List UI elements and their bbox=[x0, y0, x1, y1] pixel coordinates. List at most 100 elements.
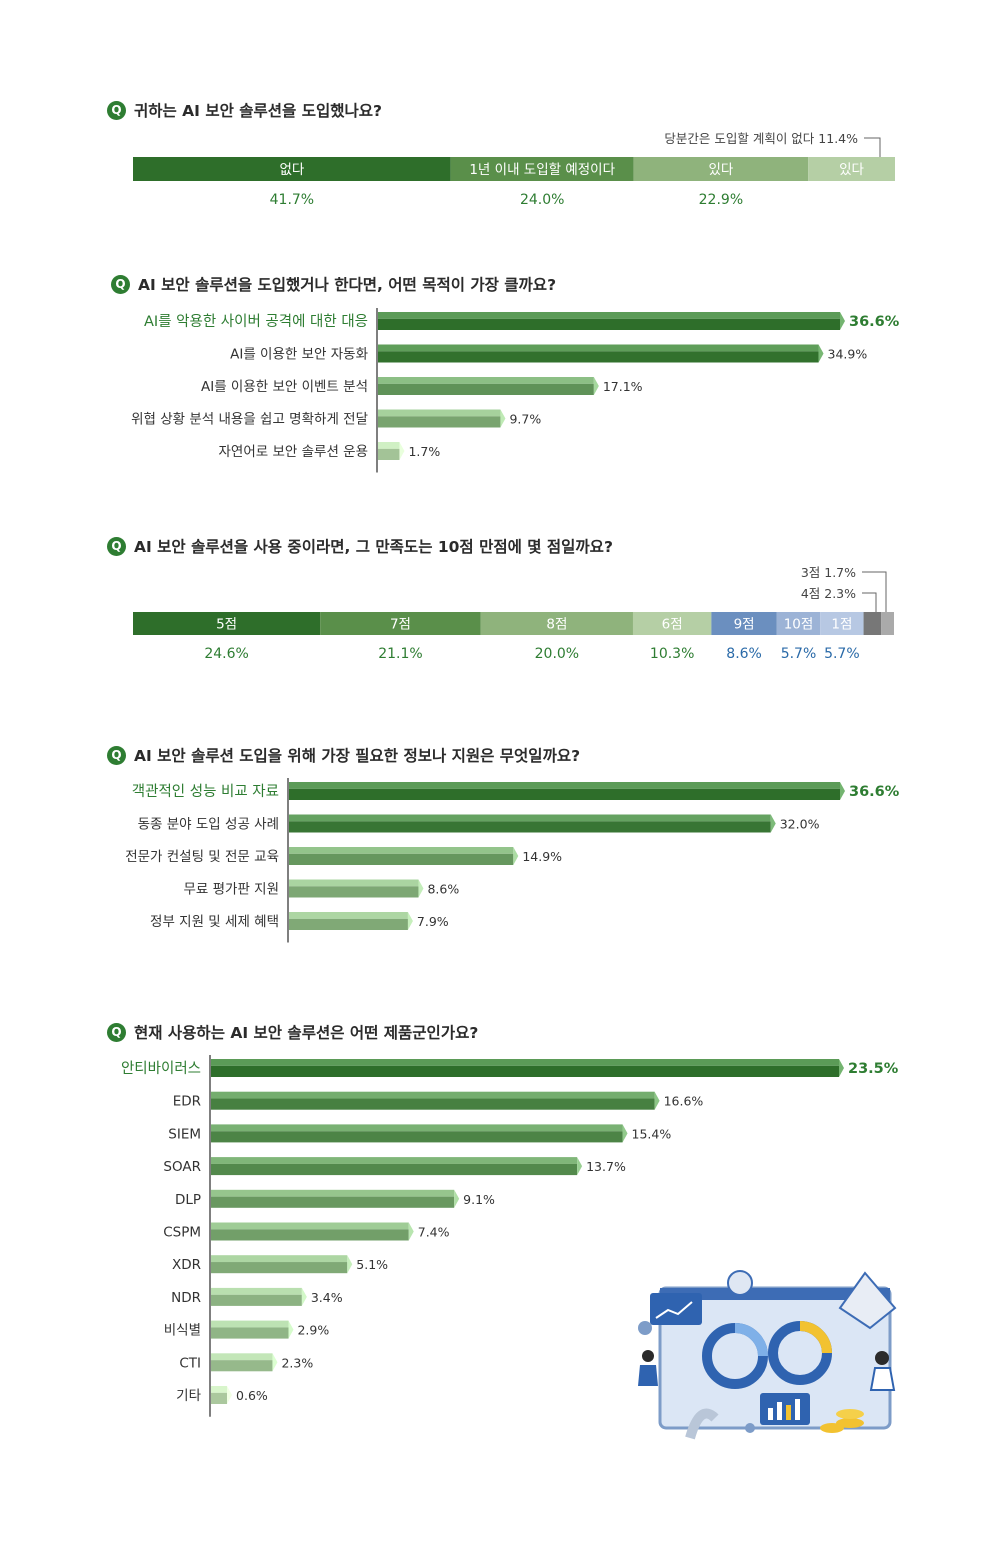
value-label: 21.1% bbox=[378, 646, 422, 662]
bar-top-stripe bbox=[378, 409, 501, 417]
q4-title: AI 보안 솔루션 도입을 위해 가장 필요한 정보나 지원은 무엇일까요? bbox=[134, 747, 581, 765]
bar bbox=[378, 318, 840, 330]
mini-bar bbox=[786, 1405, 791, 1420]
value-label: 23.5% bbox=[848, 1061, 899, 1077]
q3-stacked-bar-chart: 5점 24.6% 7점 21.1% 8점 20.0% 6점 10.3% 9점 8.6% 10점 5.7… bbox=[133, 565, 894, 662]
bar-segment bbox=[632, 612, 712, 635]
mini-bar bbox=[777, 1402, 782, 1420]
q-badge-icon: Q bbox=[111, 274, 130, 294]
bar-tip bbox=[818, 344, 824, 363]
bar-top-stripe bbox=[211, 1157, 578, 1164]
bar-top-stripe bbox=[289, 912, 408, 919]
bar-tip bbox=[301, 1287, 307, 1306]
value-label: 34.9% bbox=[828, 347, 868, 362]
bar-top-stripe bbox=[211, 1091, 655, 1099]
value-label: 5.1% bbox=[356, 1257, 388, 1272]
q-badge-icon: Q bbox=[107, 1022, 126, 1042]
q5-heading: Q 현재 사용하는 AI 보안 솔루션은 어떤 제품군인가요? bbox=[107, 1021, 478, 1043]
value-label: 9.7% bbox=[509, 412, 541, 427]
segment-label: 없다 bbox=[279, 162, 304, 178]
segment-label: 5점 bbox=[216, 617, 237, 633]
bar-top-stripe bbox=[211, 1287, 302, 1295]
segment-label: 1점 bbox=[831, 617, 852, 633]
gear-icon bbox=[638, 1321, 652, 1335]
robot-head-icon bbox=[727, 1270, 753, 1296]
callout-label: 4점 2.3% bbox=[801, 586, 856, 601]
callout-leader bbox=[864, 137, 881, 157]
donut-segment-icon bbox=[799, 1321, 832, 1354]
q-badge-icon: Q bbox=[107, 100, 126, 120]
bar-tip bbox=[408, 1222, 414, 1241]
value-label: 15.4% bbox=[632, 1126, 672, 1141]
q-badge-icon: Q bbox=[107, 745, 126, 765]
mini-bar bbox=[795, 1399, 800, 1420]
category-label: CTI bbox=[179, 1355, 201, 1371]
segment-label: 7점 bbox=[390, 617, 411, 633]
bar-segment bbox=[450, 157, 634, 181]
q4-heading: Q AI 보안 솔루션 도입을 위해 가장 필요한 정보나 지원은 무엇일까요? bbox=[107, 744, 580, 766]
bar bbox=[211, 1065, 839, 1077]
bar-tip bbox=[593, 377, 599, 395]
segment-label: 있다 bbox=[839, 162, 864, 178]
category-label: CSPM bbox=[163, 1225, 201, 1241]
trend-line-icon bbox=[655, 1301, 693, 1319]
mini-bar bbox=[768, 1408, 773, 1420]
q1-stacked-bar-chart: 없다 41.7% 1년 이내 도입할 예정이다 24.0% 있다 22.9% 있다 당분간은 … bbox=[133, 131, 895, 208]
value-label: 24.6% bbox=[204, 646, 248, 662]
bar-segment bbox=[881, 612, 894, 635]
bar-top-stripe bbox=[211, 1320, 289, 1328]
value-label: 36.6% bbox=[849, 784, 900, 800]
coin-stack-icon bbox=[820, 1423, 844, 1433]
segment-label: 9점 bbox=[734, 617, 755, 633]
category-label: 동종 분야 도입 성공 사례 bbox=[138, 817, 279, 833]
q5-title: 현재 사용하는 AI 보안 솔루션은 어떤 제품군인가요? bbox=[134, 1024, 479, 1042]
bar bbox=[211, 1327, 289, 1339]
bar bbox=[378, 383, 594, 395]
coin-stack-icon bbox=[836, 1418, 864, 1428]
value-label: 22.9% bbox=[699, 192, 743, 208]
value-label: 24.0% bbox=[520, 192, 564, 208]
callout-leader bbox=[862, 592, 877, 612]
value-label: 2.9% bbox=[297, 1323, 329, 1338]
bar bbox=[211, 1098, 655, 1110]
segment-label: 8점 bbox=[546, 617, 567, 633]
bar-tip bbox=[418, 879, 424, 898]
bar-top-stripe bbox=[289, 847, 514, 854]
coin-stack-icon bbox=[836, 1409, 864, 1419]
category-label: SOAR bbox=[163, 1159, 201, 1175]
bar-tip bbox=[227, 1386, 233, 1404]
q4-bar-chart: 객관적인 성능 비교 자료 36.6% 동종 분야 도입 성공 사례 32.0% 전문가… bbox=[125, 778, 900, 943]
bar-top-stripe bbox=[289, 879, 419, 887]
bar bbox=[211, 1262, 348, 1274]
value-label: 0.6% bbox=[236, 1388, 268, 1403]
value-label: 20.0% bbox=[535, 646, 579, 662]
person-body-icon bbox=[869, 1367, 896, 1391]
bar-top-stripe bbox=[378, 377, 594, 384]
q2-title: AI 보안 솔루션을 도입했거나 한다면, 어떤 목적이 가장 클까요? bbox=[138, 276, 557, 294]
bar-tip bbox=[839, 1059, 844, 1077]
value-label: 3.4% bbox=[311, 1290, 343, 1305]
value-label: 8.6% bbox=[427, 882, 459, 897]
category-label: NDR bbox=[171, 1290, 201, 1306]
bar-segment bbox=[480, 612, 633, 635]
bar bbox=[211, 1360, 273, 1372]
bar-tip bbox=[513, 847, 519, 865]
bar-segment bbox=[820, 612, 864, 635]
value-label: 36.6% bbox=[849, 314, 900, 330]
value-label: 7.9% bbox=[417, 914, 449, 929]
bar bbox=[289, 788, 840, 800]
category-label: 기타 bbox=[176, 1388, 201, 1404]
value-label: 8.6% bbox=[726, 646, 762, 662]
bar-tip bbox=[399, 442, 405, 460]
category-label: 자연어로 보안 솔루션 운용 bbox=[219, 444, 369, 460]
bar bbox=[289, 886, 419, 898]
q5-bar-chart: 안티바이러스 23.5% EDR 16.6% SIEM 15.4% SOAR 13.7% DLP… bbox=[121, 1055, 899, 1417]
bar-tip bbox=[500, 409, 506, 428]
category-label: XDR bbox=[172, 1257, 201, 1273]
value-label: 17.1% bbox=[603, 379, 643, 394]
q1-heading: Q 귀하는 AI 보안 솔루션을 도입했나요? bbox=[107, 99, 382, 121]
category-label: EDR bbox=[173, 1094, 201, 1110]
robot-arm-icon bbox=[838, 1271, 897, 1330]
value-label: 1.7% bbox=[408, 444, 440, 459]
donut-segment-icon bbox=[734, 1323, 768, 1357]
